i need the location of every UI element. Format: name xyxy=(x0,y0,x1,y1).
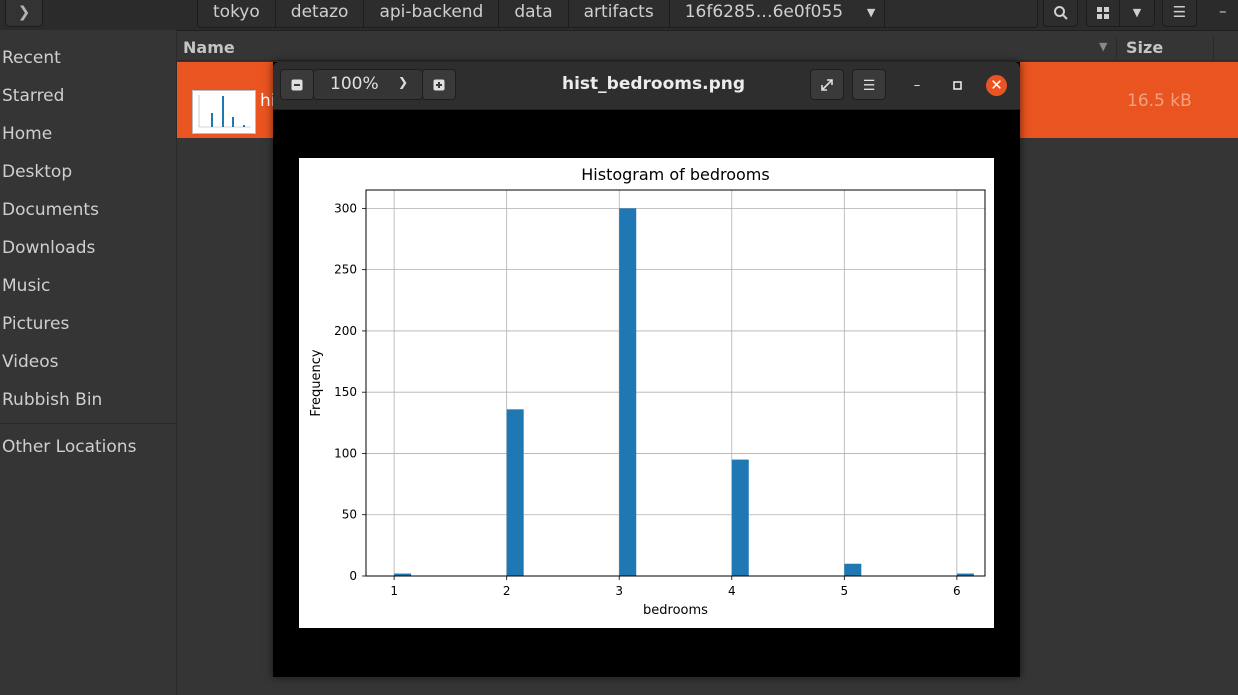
breadcrumb: tokyo detazo api-backend data artifacts … xyxy=(197,0,1039,28)
sidebar-divider xyxy=(0,423,176,424)
sidebar-item-music[interactable]: Music xyxy=(2,276,51,296)
x-tick-label: 1 xyxy=(390,584,398,598)
breadcrumb-item-current[interactable]: 16f6285…6e0f055 xyxy=(684,2,844,22)
zoom-level-value: 100% xyxy=(330,74,379,94)
sidebar-item-videos[interactable]: Videos xyxy=(2,352,59,372)
file-size: 16.5 kB xyxy=(1127,91,1192,111)
fullscreen-button[interactable] xyxy=(810,69,844,100)
chevron-right-icon: ❯ xyxy=(17,3,31,21)
y-tick-label: 50 xyxy=(342,508,357,522)
viewer-menu-button[interactable]: ☰ xyxy=(852,69,886,100)
zoom-in-button[interactable] xyxy=(422,69,456,100)
viewer-headerbar: 100% ❯ hist_bedrooms.png ☰ – ✕ xyxy=(273,62,1020,110)
maximize-button[interactable] xyxy=(947,76,967,96)
breadcrumb-item-detazo[interactable]: detazo xyxy=(276,0,365,27)
places-sidebar: Recent Starred Home Desktop Documents Do… xyxy=(0,30,177,695)
column-divider[interactable] xyxy=(1213,36,1214,60)
image-viewer-window: 100% ❯ hist_bedrooms.png ☰ – ✕ 1 2 3 4 5 6 0 50… xyxy=(273,62,1020,677)
sidebar-item-desktop[interactable]: Desktop xyxy=(2,162,73,182)
search-icon xyxy=(1053,6,1068,20)
viewer-title: hist_bedrooms.png xyxy=(562,74,746,94)
x-tick-label: 4 xyxy=(728,584,736,598)
breadcrumb-spacer xyxy=(884,0,1037,27)
x-tick-label: 3 xyxy=(615,584,623,598)
fullscreen-icon xyxy=(821,79,833,91)
histogram-bar xyxy=(731,459,749,576)
y-tick-label: 150 xyxy=(334,385,357,399)
sidebar-item-documents[interactable]: Documents xyxy=(2,200,99,220)
grid-icon xyxy=(1097,7,1109,19)
y-tick-label: 300 xyxy=(334,201,357,215)
y-axis-label: Frequency xyxy=(309,349,324,416)
zoom-in-icon xyxy=(433,79,445,91)
minimize-button[interactable]: – xyxy=(907,76,927,96)
breadcrumb-item-tokyo[interactable]: tokyo xyxy=(198,0,276,27)
view-grid-button[interactable] xyxy=(1086,0,1120,27)
sidebar-item-downloads[interactable]: Downloads xyxy=(2,238,96,258)
close-icon: ✕ xyxy=(990,76,1003,94)
sort-descending-icon: ▼ xyxy=(1099,40,1108,53)
y-tick-label: 0 xyxy=(349,569,357,583)
x-tick-label: 6 xyxy=(953,584,961,598)
file-name: hi xyxy=(260,91,276,111)
zoom-out-button[interactable] xyxy=(280,69,314,100)
hamburger-icon: ☰ xyxy=(862,78,876,94)
histogram-bar xyxy=(506,409,524,576)
sidebar-item-home[interactable]: Home xyxy=(2,124,53,144)
column-divider[interactable] xyxy=(1116,36,1117,60)
hamburger-icon: ☰ xyxy=(1172,3,1187,21)
zoom-out-icon xyxy=(291,79,303,91)
file-list-header: Name ▼ Size xyxy=(177,36,1238,61)
y-tick-label: 250 xyxy=(334,263,357,277)
axes-frame xyxy=(365,189,986,577)
sidebar-item-pictures[interactable]: Pictures xyxy=(2,314,70,334)
breadcrumb-menu-button[interactable]: ▼ xyxy=(858,0,884,27)
x-tick-label: 5 xyxy=(840,584,848,598)
x-axis-label: bedrooms xyxy=(643,603,708,618)
sidebar-item-rubbish-bin[interactable]: Rubbish Bin xyxy=(2,390,103,410)
histogram-chart: 1 2 3 4 5 6 0 50 100 150 200 250 300 Histogram of be… xyxy=(309,165,986,618)
maximize-icon xyxy=(952,81,962,90)
close-button[interactable]: ✕ xyxy=(986,75,1007,96)
forward-button[interactable]: ❯ xyxy=(5,0,43,27)
chart-title: Histogram of bedrooms xyxy=(581,165,769,184)
image-canvas: 1 2 3 4 5 6 0 50 100 150 200 250 300 Histogram of be… xyxy=(299,158,994,628)
column-header-name[interactable]: Name xyxy=(183,38,235,57)
sidebar-item-other-locations[interactable]: Other Locations xyxy=(2,437,137,457)
path-bar: ❯ tokyo detazo api-backend data artifact… xyxy=(0,0,1238,31)
histogram-bar xyxy=(956,573,974,576)
breadcrumb-item-api-backend[interactable]: api-backend xyxy=(364,0,500,27)
minimize-icon: – xyxy=(913,78,921,93)
y-tick-label: 200 xyxy=(334,324,357,338)
breadcrumb-item-data[interactable]: data xyxy=(499,0,569,27)
triangle-down-icon: ▼ xyxy=(1132,6,1142,19)
minimize-window-button[interactable]: – xyxy=(1219,2,1227,20)
view-options-button[interactable]: ▼ xyxy=(1119,0,1155,27)
search-button[interactable] xyxy=(1043,0,1078,27)
chevron-down-icon: ❯ xyxy=(398,75,409,89)
triangle-down-icon: ▼ xyxy=(866,6,876,19)
sidebar-item-recent[interactable]: Recent xyxy=(2,48,61,68)
y-tick-label: 100 xyxy=(334,446,357,460)
histogram-bar xyxy=(619,208,637,576)
sidebar-item-starred[interactable]: Starred xyxy=(2,86,65,106)
main-menu-button[interactable]: ☰ xyxy=(1162,0,1197,27)
zoom-level-dropdown[interactable] xyxy=(313,69,423,100)
breadcrumb-item-artifacts[interactable]: artifacts xyxy=(569,0,670,27)
file-thumbnail xyxy=(192,90,256,134)
column-header-size[interactable]: Size xyxy=(1126,38,1164,57)
x-tick-label: 2 xyxy=(503,584,511,598)
histogram-bar xyxy=(394,573,412,576)
histogram-bar xyxy=(844,563,862,576)
